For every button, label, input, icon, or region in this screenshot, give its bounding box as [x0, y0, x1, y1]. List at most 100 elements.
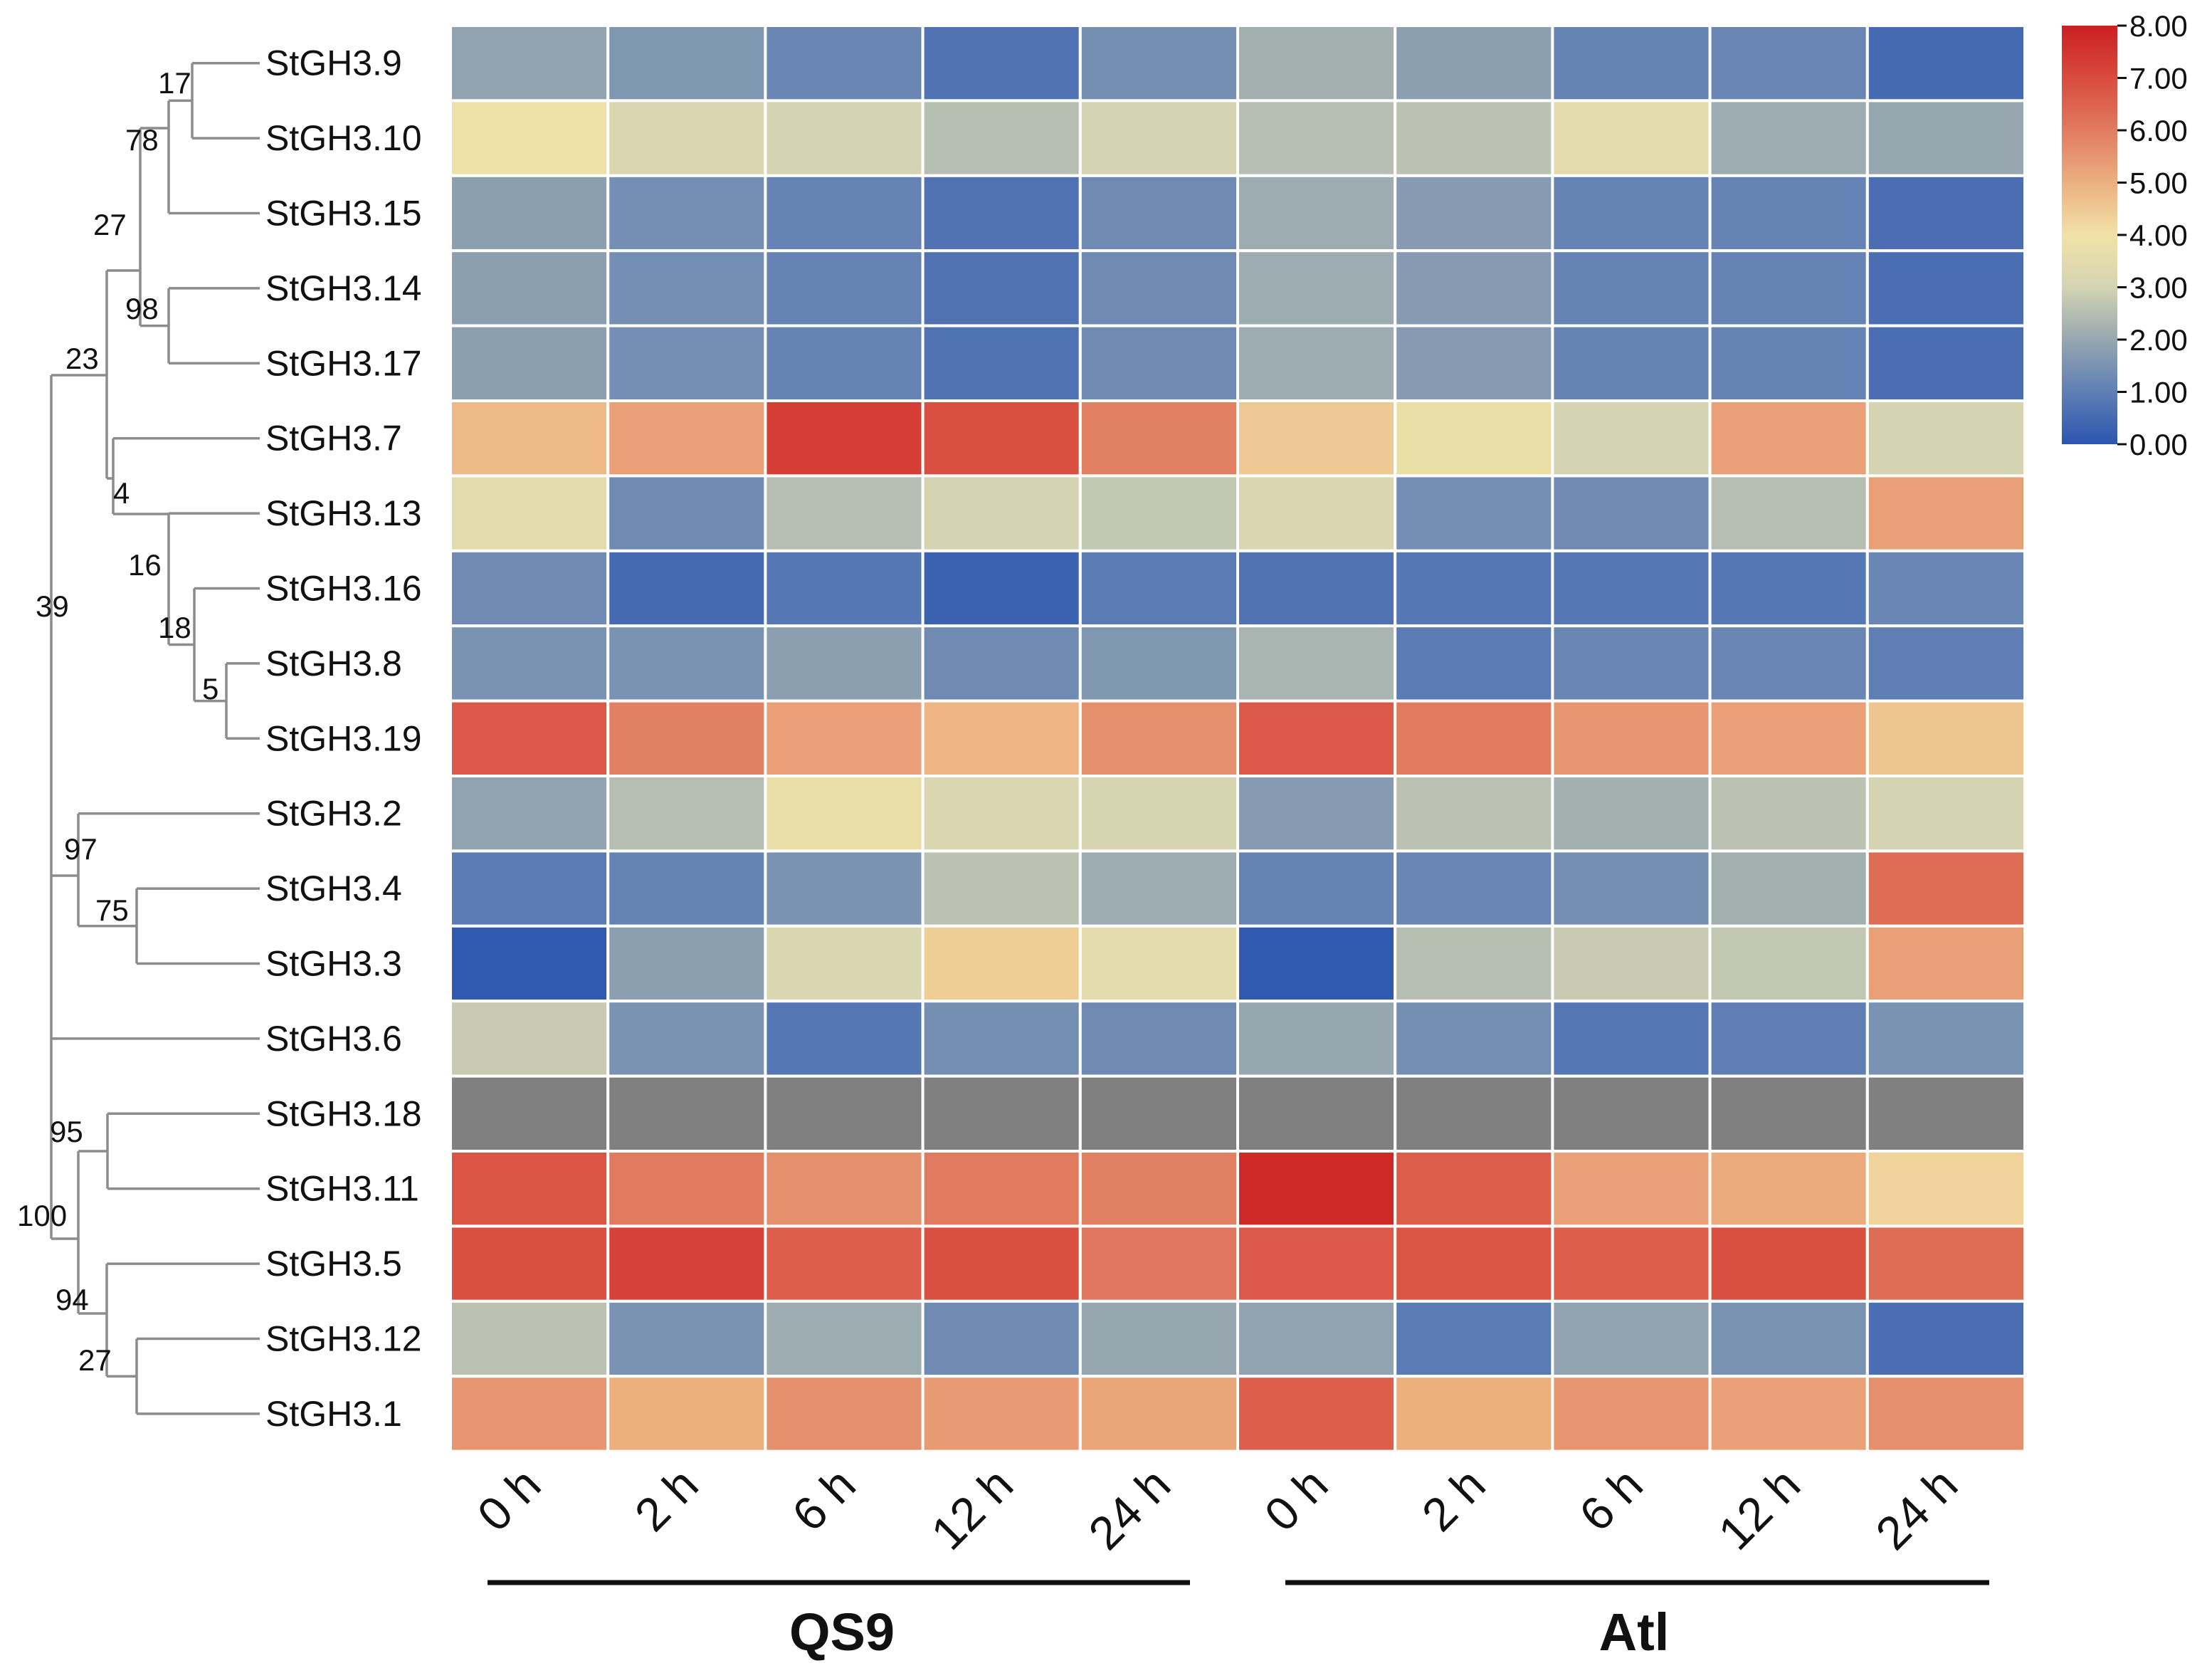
heatmap-cell — [1551, 1000, 1712, 1078]
heatmap-cell — [1078, 24, 1240, 103]
heatmap-cell — [449, 399, 610, 478]
time-label: 6 h — [782, 1458, 865, 1541]
dendrogram — [50, 61, 260, 1415]
heatmap-cell — [1078, 1224, 1240, 1303]
heatmap-cell — [764, 249, 925, 327]
heatmap-cell — [1708, 1299, 1869, 1378]
heatmap-cell — [1078, 1299, 1240, 1378]
gene-label: StGH3.9 — [265, 43, 402, 83]
bootstrap-value: 98 — [125, 292, 159, 325]
heatmap-cell — [606, 324, 767, 403]
heatmap-cell — [921, 1224, 1082, 1303]
gene-label: StGH3.16 — [265, 569, 422, 609]
heatmap-cell — [764, 699, 925, 777]
heatmap-cell — [921, 99, 1082, 177]
heatmap-cell — [1236, 1150, 1397, 1228]
heatmap-cell — [1236, 1224, 1397, 1303]
heatmap-cell — [606, 1074, 767, 1153]
heatmap-cell — [449, 324, 610, 403]
heatmap-cell — [606, 399, 767, 478]
heatmap-cell — [1394, 1375, 1554, 1453]
heatmap-cell — [764, 1224, 925, 1303]
heatmap-cell — [606, 699, 767, 777]
heatmap-cell — [1078, 1074, 1240, 1153]
heatmap-cell — [764, 775, 925, 853]
heatmap-cell — [1236, 1299, 1397, 1378]
heatmap-cell — [1394, 624, 1554, 703]
heatmap-cell — [449, 849, 610, 928]
heatmap-cell — [1236, 1375, 1397, 1453]
heatmap-cell — [1865, 1299, 2027, 1378]
heatmap-cell — [1708, 249, 1869, 327]
group-label-atl: Atl — [1599, 1603, 1670, 1662]
heatmap-cell — [1551, 99, 1712, 177]
heatmap-cell — [449, 1299, 610, 1378]
heatmap-cell — [1078, 174, 1240, 253]
color-scale-ticks: 8.00 7.00 6.00 5.00 4.00 3.00 2.00 1.00 0.00 — [2117, 9, 2188, 461]
heatmap-cell — [606, 775, 767, 853]
heatmap-cell — [1551, 1074, 1712, 1153]
bootstrap-value: 5 — [202, 672, 218, 706]
heatmap-cell — [449, 1224, 610, 1303]
heatmap-cell — [1551, 1150, 1712, 1228]
heatmap-cell — [1708, 924, 1869, 1003]
heatmap-cell — [449, 549, 610, 628]
heatmap-cell — [1394, 399, 1554, 478]
heatmap-cell — [921, 324, 1082, 403]
heatmap-cell — [1708, 399, 1869, 478]
heatmap-cell — [1708, 99, 1869, 177]
heatmap-cell — [921, 624, 1082, 703]
heatmap-cell — [1708, 849, 1869, 928]
time-label: 2 h — [1411, 1458, 1495, 1541]
heatmap-cell — [1078, 699, 1240, 777]
heatmap-cell — [1551, 399, 1712, 478]
heatmap-cell — [1865, 99, 2027, 177]
gene-label: StGH3.6 — [265, 1019, 402, 1059]
time-label: 12 h — [921, 1458, 1023, 1560]
heatmap-cell — [921, 549, 1082, 628]
color-scale-tick-label: 6.00 — [2129, 114, 2188, 147]
heatmap-cell — [1236, 924, 1397, 1003]
heatmap-cell — [1236, 775, 1397, 853]
gene-label: StGH3.4 — [265, 869, 402, 908]
sample-groups: QS9 Atl — [488, 1580, 1989, 1662]
gene-label: StGH3.19 — [265, 718, 422, 758]
heatmap-cell — [1236, 549, 1397, 628]
heatmap-cell — [1708, 1150, 1869, 1228]
heatmap-cell — [1708, 1224, 1869, 1303]
heatmap-cell — [764, 924, 925, 1003]
heatmap-cell — [1551, 474, 1712, 552]
bootstrap-value: 23 — [65, 342, 99, 375]
heatmap-cell — [1865, 174, 2027, 253]
heatmap-cell — [764, 624, 925, 703]
heatmap-cell — [1551, 549, 1712, 628]
heatmap-cell — [1078, 99, 1240, 177]
heatmap-cell — [1078, 249, 1240, 327]
bootstrap-value: 94 — [56, 1283, 89, 1316]
heatmap-cell — [1078, 324, 1240, 403]
heatmap-cell — [449, 699, 610, 777]
gene-label: StGH3.15 — [265, 194, 422, 234]
heatmap-cell — [606, 1224, 767, 1303]
heatmap-cell — [1708, 474, 1869, 552]
gene-label: StGH3.3 — [265, 944, 402, 984]
gene-label: StGH3.2 — [265, 794, 402, 834]
heatmap-cell — [764, 24, 925, 103]
heatmap-cell — [606, 174, 767, 253]
heatmap-cell — [921, 1074, 1082, 1153]
heatmap-cell — [764, 1150, 925, 1228]
heatmap-cell — [1865, 549, 2027, 628]
heatmap-cell — [1394, 924, 1554, 1003]
heatmap-cell — [1394, 775, 1554, 853]
gene-label: StGH3.8 — [265, 644, 402, 683]
heatmap-cell — [1551, 1375, 1712, 1453]
heatmap-cell — [606, 549, 767, 628]
heatmap-cell — [449, 1150, 610, 1228]
heatmap-cell — [764, 549, 925, 628]
heatmap-cell — [1551, 174, 1712, 253]
heatmap-cell — [1236, 1074, 1397, 1153]
heatmap-cell — [1078, 775, 1240, 853]
heatmap-cell — [449, 249, 610, 327]
heatmap-cell — [1394, 699, 1554, 777]
heatmap-cell — [1236, 849, 1397, 928]
